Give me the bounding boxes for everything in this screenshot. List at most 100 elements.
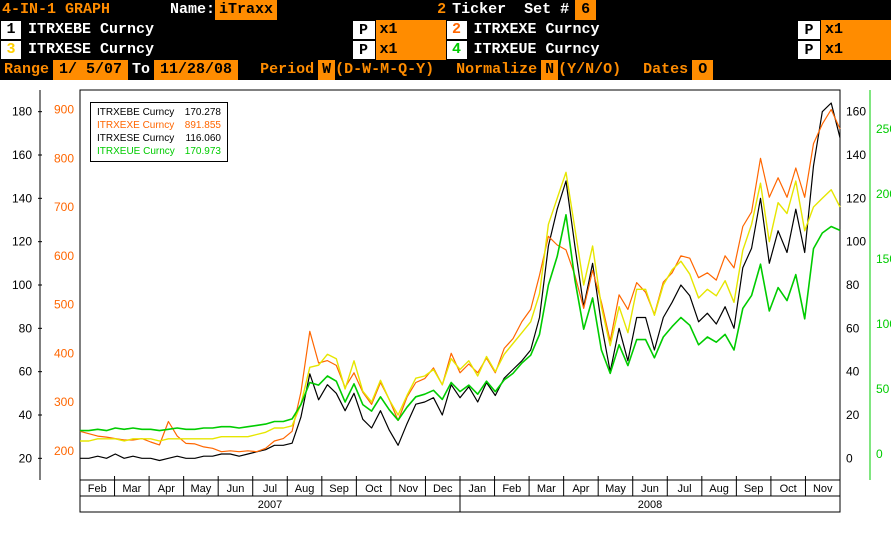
svg-text:80: 80	[846, 278, 860, 292]
ticker-num: 2	[437, 0, 446, 20]
svg-text:120: 120	[846, 191, 866, 205]
svg-text:80: 80	[19, 321, 33, 335]
svg-text:400: 400	[54, 346, 74, 360]
svg-text:Mar: Mar	[537, 483, 556, 495]
svg-text:20: 20	[846, 408, 860, 422]
range-row: Range 1/ 5/07 To 11/28/08 Period W (D-W-…	[0, 60, 891, 80]
svg-text:Nov: Nov	[398, 483, 418, 495]
svg-text:140: 140	[846, 148, 866, 162]
svg-text:Feb: Feb	[502, 483, 521, 495]
series-name[interactable]: ITRXEBE Curncy	[22, 20, 352, 40]
legend-item: ITRXEXE Curncy891.855	[97, 119, 221, 132]
svg-text:60: 60	[846, 321, 860, 335]
svg-text:700: 700	[54, 200, 74, 214]
title-row: 4-IN-1 GRAPH Name: iTraxx 2 Ticker Set #…	[0, 0, 891, 20]
set-input[interactable]: 6	[575, 0, 596, 20]
svg-text:Oct: Oct	[365, 483, 382, 495]
svg-text:200: 200	[54, 444, 74, 458]
svg-text:300: 300	[54, 395, 74, 409]
terminal-header: 4-IN-1 GRAPH Name: iTraxx 2 Ticker Set #…	[0, 0, 891, 80]
svg-text:Jun: Jun	[227, 483, 245, 495]
svg-text:40: 40	[846, 365, 860, 379]
svg-text:Jan: Jan	[468, 483, 486, 495]
period-input[interactable]: W	[318, 60, 335, 80]
svg-text:180: 180	[12, 105, 32, 119]
svg-text:160: 160	[12, 148, 32, 162]
svg-text:600: 600	[54, 249, 74, 263]
px-input[interactable]: x1	[821, 40, 891, 60]
svg-text:150: 150	[876, 252, 891, 266]
svg-text:140: 140	[12, 191, 32, 205]
ticker-label: Ticker	[452, 0, 506, 20]
series-name[interactable]: ITRXEUE Curncy	[468, 40, 798, 60]
svg-text:May: May	[605, 483, 626, 495]
svg-text:100: 100	[12, 278, 32, 292]
app-title: 4-IN-1 GRAPH	[0, 0, 110, 20]
svg-text:Jun: Jun	[641, 483, 659, 495]
svg-text:Sep: Sep	[744, 483, 764, 495]
svg-text:Jul: Jul	[263, 483, 277, 495]
normalize-opts: (Y/N/O)	[558, 60, 621, 80]
legend-box: ITRXEBE Curncy170.278ITRXEXE Curncy891.8…	[90, 102, 228, 162]
px-input[interactable]: x1	[821, 20, 891, 40]
svg-text:200: 200	[876, 187, 891, 201]
svg-text:250: 250	[876, 122, 891, 136]
series-num: 4	[446, 40, 468, 60]
svg-text:120: 120	[12, 235, 32, 249]
px-label: P	[352, 20, 376, 40]
svg-text:0: 0	[876, 447, 883, 461]
svg-text:Sep: Sep	[329, 483, 349, 495]
svg-text:2007: 2007	[258, 499, 282, 511]
range-from-input[interactable]: 1/ 5/07	[53, 60, 128, 80]
svg-text:800: 800	[54, 151, 74, 165]
svg-text:40: 40	[19, 408, 33, 422]
svg-text:Feb: Feb	[88, 483, 107, 495]
svg-text:160: 160	[846, 105, 866, 119]
px-input[interactable]: x1	[376, 20, 446, 40]
svg-text:20: 20	[19, 451, 33, 465]
series-num: 1	[0, 20, 22, 40]
svg-text:50: 50	[876, 382, 890, 396]
dates-input[interactable]: O	[692, 60, 713, 80]
range-label: Range	[0, 60, 53, 80]
svg-text:Jul: Jul	[678, 483, 692, 495]
name-input[interactable]: iTraxx	[215, 0, 277, 20]
series-header: 1 ITRXEBE Curncy P x1 3 ITRXESE Curncy P…	[0, 20, 891, 60]
svg-text:Oct: Oct	[780, 483, 797, 495]
legend-item: ITRXEUE Curncy170.973	[97, 145, 221, 158]
dates-label: Dates	[639, 60, 692, 80]
svg-text:Dec: Dec	[433, 483, 453, 495]
px-label: P	[352, 40, 376, 60]
svg-text:Apr: Apr	[158, 483, 175, 495]
svg-text:900: 900	[54, 103, 74, 117]
px-input[interactable]: x1	[376, 40, 446, 60]
svg-text:Nov: Nov	[813, 483, 833, 495]
svg-text:2008: 2008	[638, 499, 662, 511]
series-name[interactable]: ITRXESE Curncy	[22, 40, 352, 60]
to-label: To	[128, 60, 154, 80]
svg-text:Mar: Mar	[122, 483, 141, 495]
series-row-3: 3 ITRXESE Curncy P x1	[0, 40, 446, 60]
series-name[interactable]: ITRXEXE Curncy	[468, 20, 798, 40]
svg-text:500: 500	[54, 298, 74, 312]
svg-text:Aug: Aug	[709, 483, 729, 495]
period-label: Period	[256, 60, 318, 80]
svg-text:60: 60	[19, 365, 33, 379]
series-row-1: 1 ITRXEBE Curncy P x1	[0, 20, 446, 40]
set-label: Set #	[524, 0, 569, 20]
svg-text:100: 100	[876, 317, 891, 331]
svg-text:0: 0	[846, 451, 853, 465]
series-num: 3	[0, 40, 22, 60]
normalize-input[interactable]: N	[541, 60, 558, 80]
svg-text:Apr: Apr	[572, 483, 589, 495]
legend-item: ITRXESE Curncy116.060	[97, 132, 221, 145]
px-label: P	[797, 20, 821, 40]
normalize-label: Normalize	[452, 60, 541, 80]
name-label: Name:	[170, 0, 215, 20]
svg-text:Aug: Aug	[295, 483, 315, 495]
series-row-4: 4 ITRXEUE Curncy P x1	[446, 40, 891, 60]
svg-text:May: May	[191, 483, 212, 495]
range-to-input[interactable]: 11/28/08	[154, 60, 238, 80]
svg-text:100: 100	[846, 235, 866, 249]
period-opts: (D-W-M-Q-Y)	[335, 60, 434, 80]
